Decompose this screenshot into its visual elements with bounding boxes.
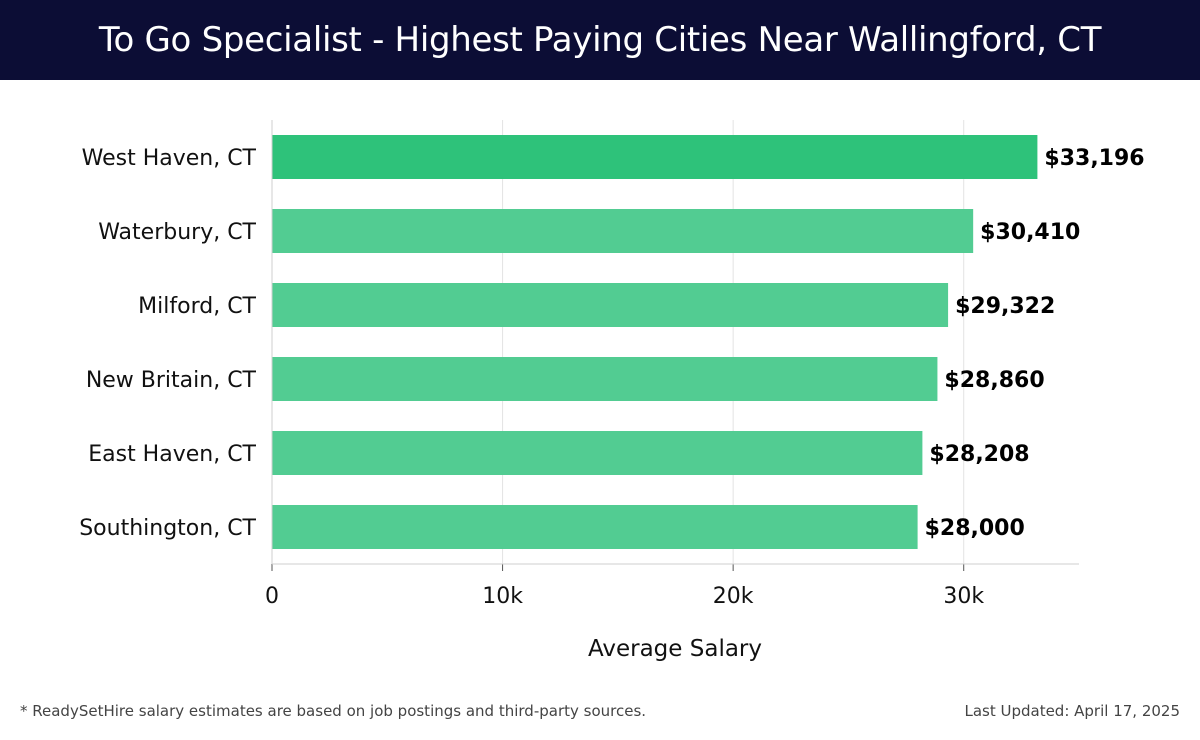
x-tick-label: 30k	[943, 584, 984, 609]
category-label: Milford, CT	[138, 294, 256, 319]
bar	[272, 209, 974, 253]
category-label: New Britain, CT	[86, 368, 257, 393]
last-updated: Last Updated: April 17, 2025	[964, 702, 1180, 720]
category-labels: West Haven, CT Waterbury, CT Milford, CT Ne…	[79, 146, 256, 541]
bars	[272, 135, 1038, 549]
footer-note: * ReadySetHire salary estimates are base…	[20, 702, 647, 720]
grid-lines	[271, 120, 965, 564]
value-label: $28,000	[925, 516, 1025, 541]
value-label: $28,208	[929, 442, 1029, 467]
x-tick-label: 10k	[482, 584, 523, 609]
bar	[272, 283, 949, 327]
x-axis-label: Average Salary	[588, 636, 762, 662]
x-axis: 0 10k 20k 30k	[265, 120, 1079, 609]
x-tick-label: 0	[265, 584, 279, 609]
value-label: $28,860	[944, 368, 1044, 393]
salary-bar-chart: West Haven, CT Waterbury, CT Milford, CT Ne…	[79, 120, 1145, 662]
category-label: Southington, CT	[79, 516, 256, 541]
value-labels: $33,196 $30,410 $29,322 $28,860 $28,208 $28,0…	[925, 146, 1145, 541]
value-label: $33,196	[1044, 146, 1144, 171]
bar	[272, 431, 923, 475]
bar	[272, 505, 918, 549]
category-label: Waterbury, CT	[98, 220, 256, 245]
bar	[272, 135, 1038, 179]
value-label: $30,410	[980, 220, 1080, 245]
category-label: East Haven, CT	[88, 442, 256, 467]
x-tick-label: 20k	[713, 584, 754, 609]
category-label: West Haven, CT	[82, 146, 257, 171]
chart-header: To Go Specialist - Highest Paying Cities…	[0, 0, 1200, 80]
chart-title: To Go Specialist - Highest Paying Cities…	[98, 20, 1102, 60]
bar	[272, 357, 938, 401]
value-label: $29,322	[955, 294, 1055, 319]
